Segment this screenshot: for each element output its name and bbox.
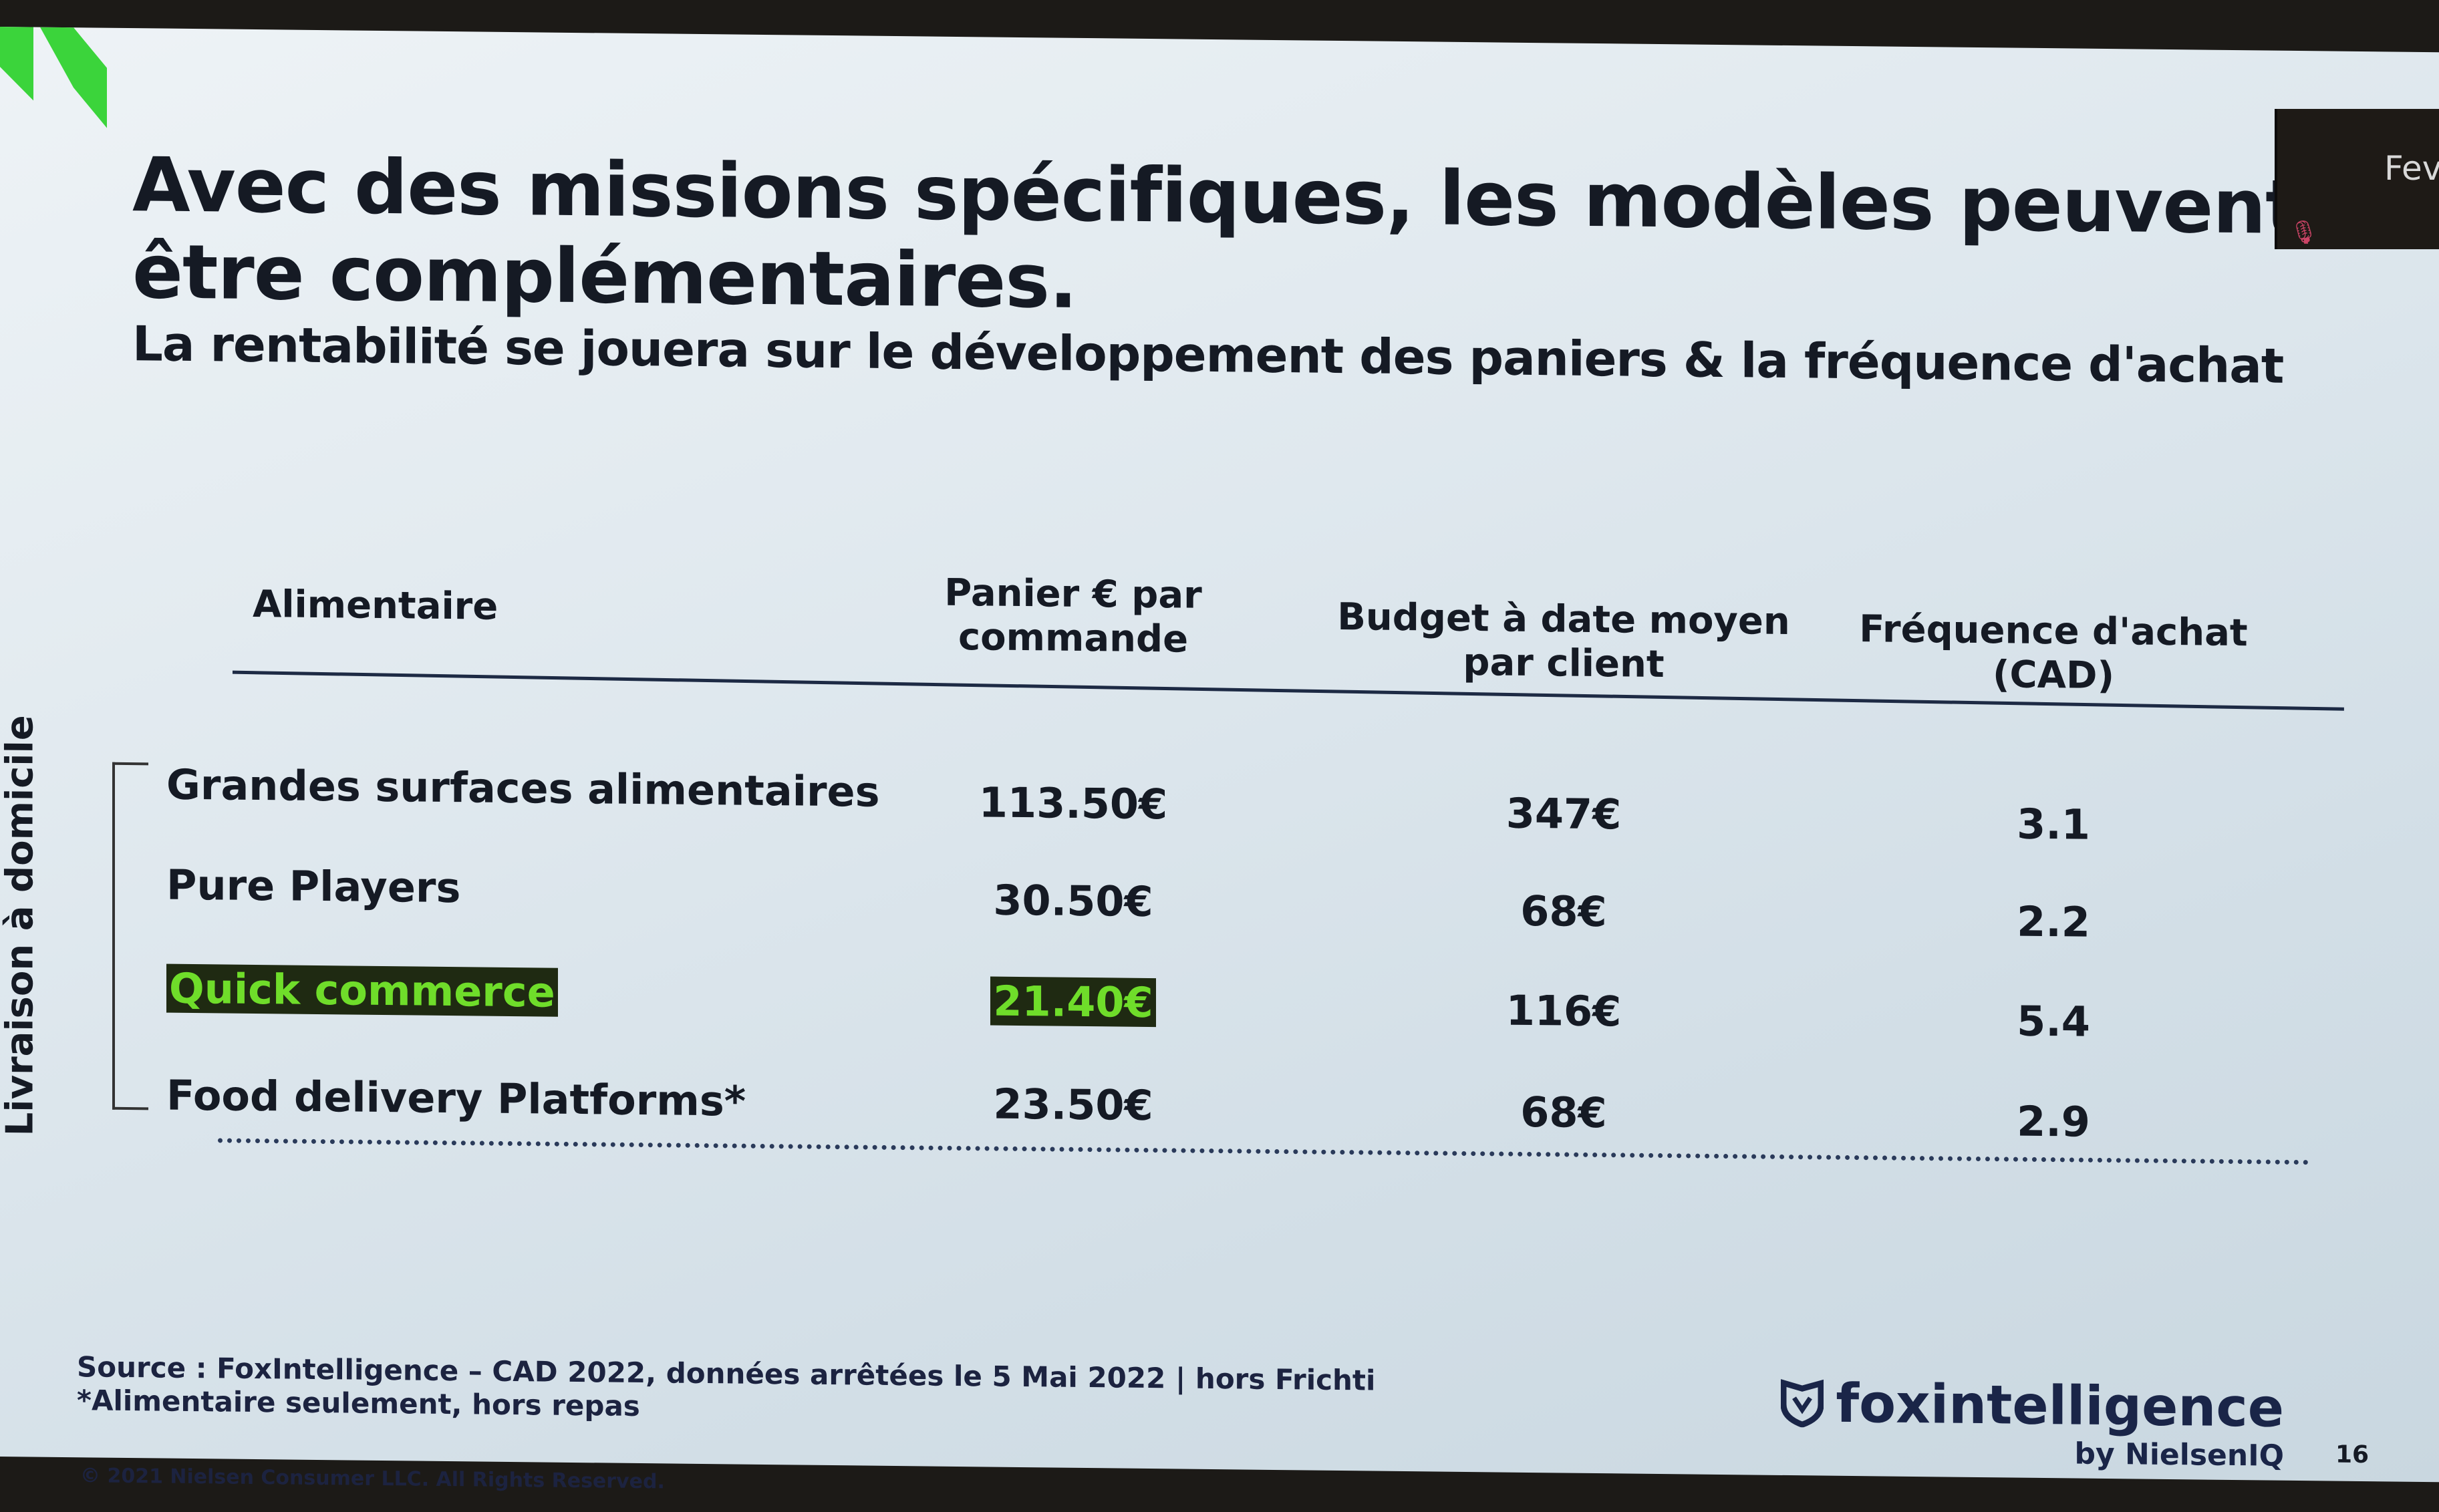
row-frequence: 3.1 [2017, 799, 2090, 849]
header-alimentaire: Alimentaire [253, 582, 498, 629]
row-frequence: 2.2 [2017, 897, 2090, 947]
brand-name-text: foxintelligence [1836, 1372, 2284, 1439]
row-frequence: 5.4 [2017, 996, 2090, 1046]
row-budget: 116€ [1505, 986, 1622, 1036]
row-name: Grandes surfaces alimentaires [166, 760, 880, 816]
brand-name: foxintelligence [1781, 1372, 2284, 1439]
header-frequence: Fréquence d'achat (CAD) [1859, 607, 2248, 698]
row-frequence: 2.9 [2017, 1096, 2090, 1147]
fox-shield-icon [1781, 1378, 1824, 1428]
row-name: Pure Players [166, 860, 461, 913]
row-panier: 21.40€ [873, 975, 1274, 1028]
page-number: 16 [2335, 1441, 2370, 1469]
row-name: Food delivery Platforms* [166, 1070, 746, 1126]
muted-mic-icon: 🎙 [2289, 219, 2319, 246]
table-row: Food delivery Platforms* 23.50€ 68€ 2.9 [0, 1069, 2439, 1147]
row-panier-highlighted: 21.40€ [990, 976, 1156, 1028]
slide-title: Avec des missions spécifiques, les modèl… [132, 142, 2301, 325]
row-name-highlighted: Quick commerce [166, 963, 558, 1017]
header-budget: Budget à date moyen par client [1337, 595, 1790, 687]
row-budget: 68€ [1520, 886, 1607, 937]
source-note: Source : FoxIntelligence – CAD 2022, don… [77, 1350, 1375, 1430]
side-label-text: Livraison à domicile [0, 714, 42, 1137]
row-panier: 23.50€ [993, 1079, 1153, 1130]
table-row: Grandes surfaces alimentaires 113.50€ 34… [0, 758, 2439, 849]
nielseniq-logo-icon [0, 27, 107, 128]
participant-name: Feva [2384, 149, 2439, 188]
brand-subtitle: by NielsenIQ [2074, 1437, 2284, 1473]
row-budget: 347€ [1505, 788, 1622, 839]
side-label: Livraison à domicile [0, 715, 42, 1137]
row-group-bracket [112, 762, 148, 1110]
row-panier: 30.50€ [993, 875, 1153, 927]
video-participant-tile[interactable]: Feva 🎙 [2275, 109, 2439, 249]
header-panier: Panier € par commande [944, 571, 1202, 661]
row-panier: 113.50€ [978, 778, 1168, 829]
table-row: Quick commerce 21.40€ 116€ 5.4 [0, 962, 2439, 1046]
table-row: Pure Players 30.50€ 68€ 2.2 [0, 859, 2439, 947]
copyright: © 2021 Nielsen Consumer LLC. All Rights … [80, 1464, 665, 1494]
presentation-slide: Avec des missions spécifiques, les modèl… [0, 27, 2439, 1493]
row-budget: 68€ [1520, 1087, 1607, 1138]
brand-logo: foxintelligence by NielsenIQ [1781, 1372, 2284, 1473]
